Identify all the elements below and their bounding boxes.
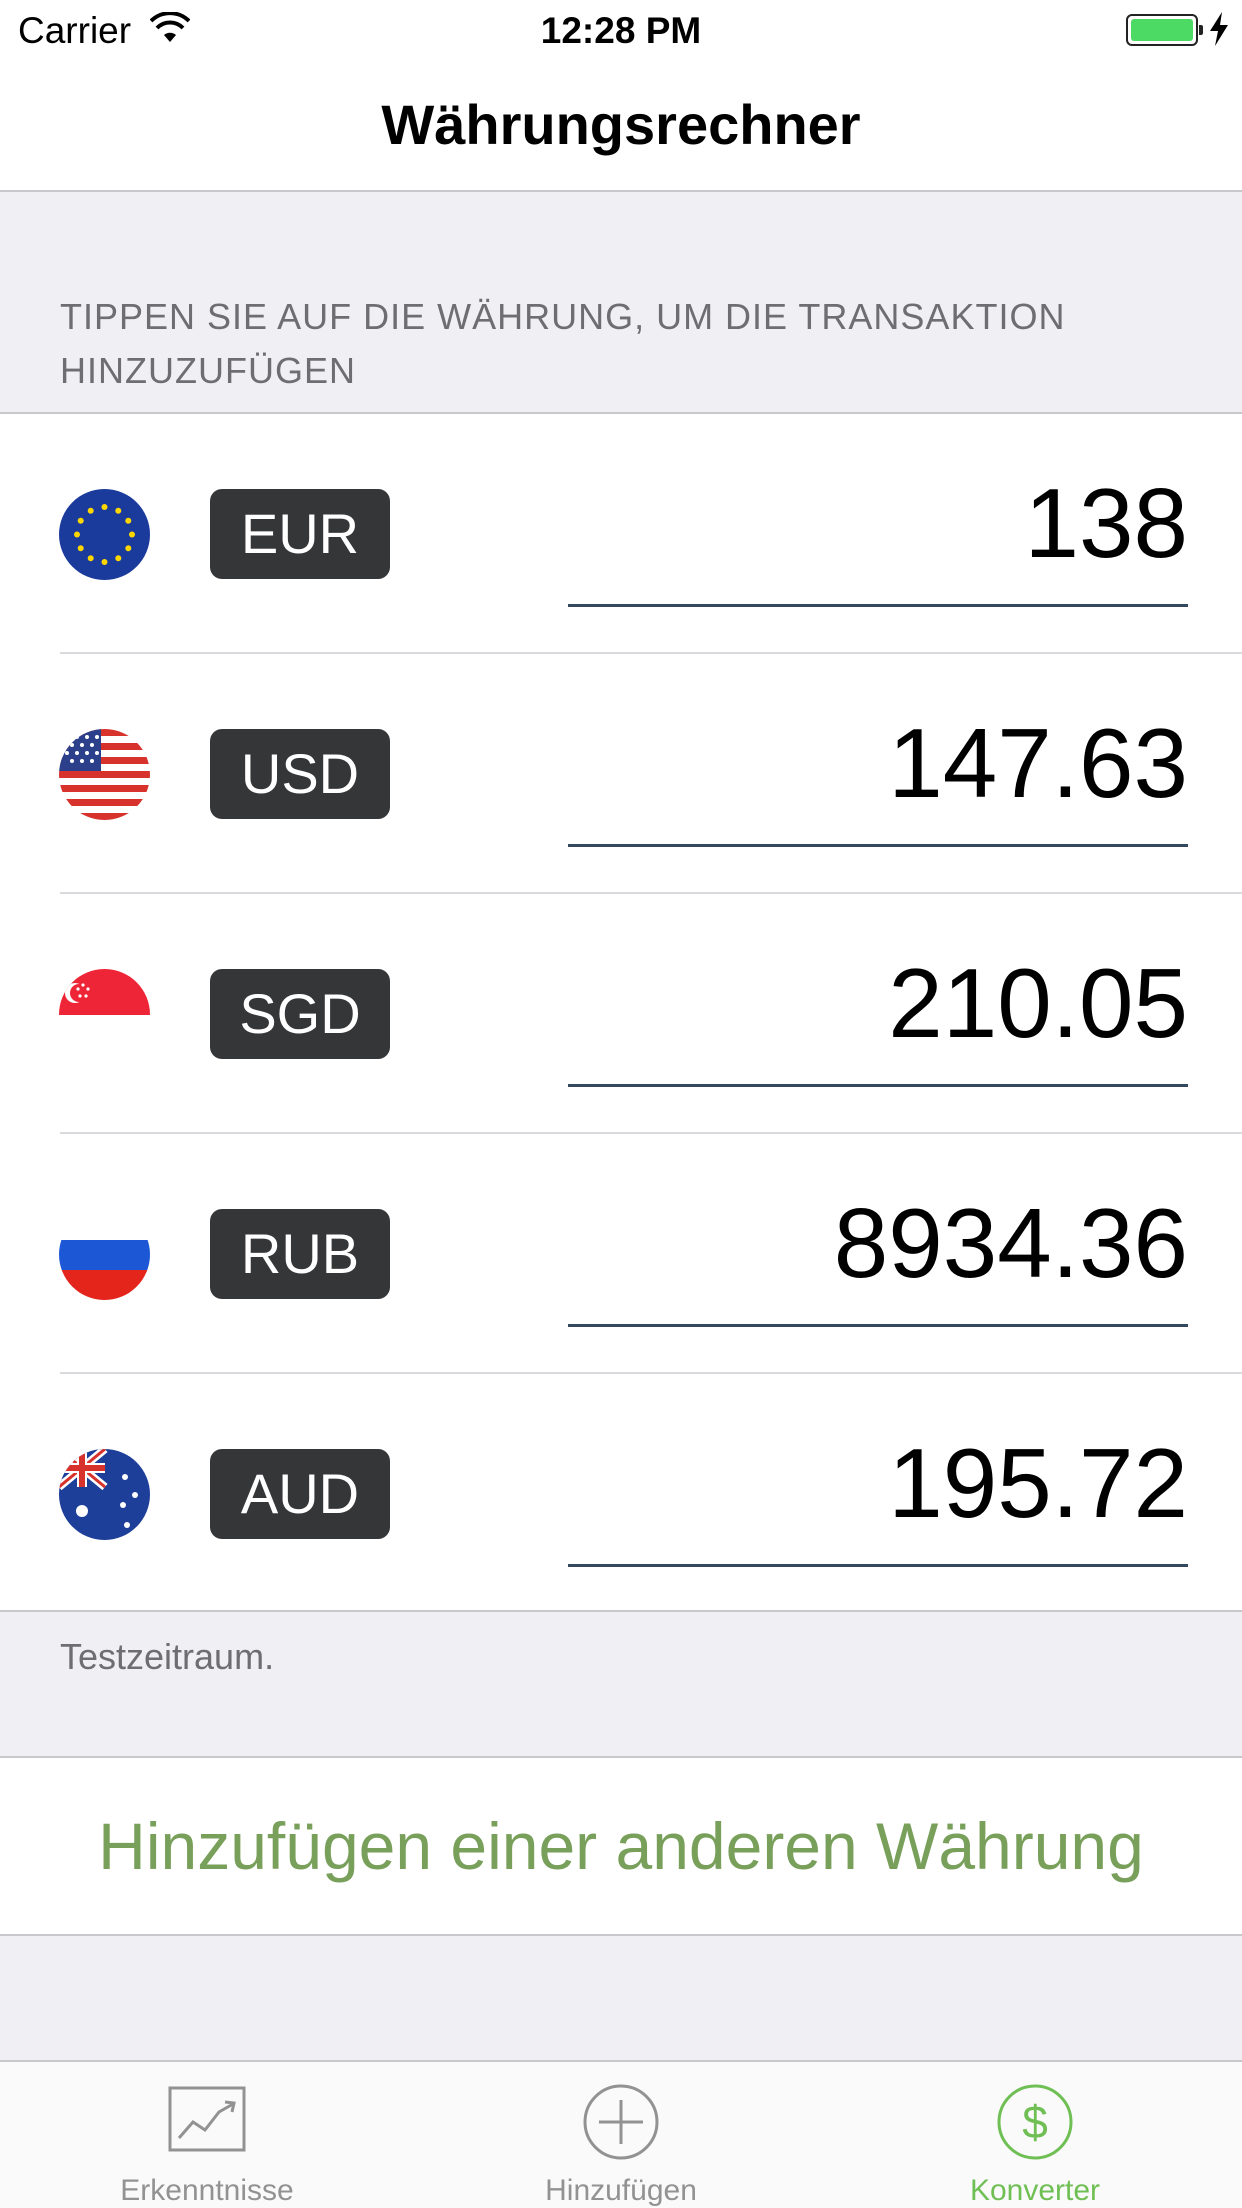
status-time: 12:28 PM — [540, 10, 702, 51]
tab-label: Erkenntnisse — [120, 2174, 294, 2207]
au-flag-icon — [59, 1449, 150, 1540]
tab-add[interactable]: Hinzufügen — [414, 2062, 828, 2208]
currency-code-badge[interactable]: RUB — [210, 1209, 390, 1299]
us-flag-icon — [59, 729, 150, 820]
amount-input[interactable]: 8934.36 — [833, 1188, 1188, 1298]
tab-label: Konverter — [969, 2174, 1101, 2207]
currency-list: EUR 138 — [0, 412, 1242, 1612]
amount-underline — [568, 604, 1188, 607]
row-separator — [60, 652, 1242, 654]
currency-row-sgd[interactable]: SGD 210.05 — [0, 894, 1242, 1134]
currency-code-badge[interactable]: USD — [210, 729, 390, 819]
add-currency-button[interactable]: Hinzufügen einer anderen Währung — [0, 1756, 1242, 1936]
wifi-icon — [150, 12, 190, 42]
status-bar: Carrier 12:28 PM — [0, 0, 1242, 60]
currency-row-aud[interactable]: AUD 195.72 — [0, 1374, 1242, 1614]
currency-code-badge[interactable]: SGD — [210, 969, 390, 1059]
tab-label: Hinzufügen — [545, 2174, 697, 2207]
amount-underline — [568, 1564, 1188, 1567]
carrier-label: Carrier — [18, 10, 132, 51]
row-separator — [60, 892, 1242, 894]
eu-flag-icon — [59, 489, 150, 580]
amount-input[interactable]: 195.72 — [888, 1428, 1188, 1538]
currency-code-badge[interactable]: AUD — [210, 1449, 390, 1539]
navigation-bar: Währungsrechner — [0, 60, 1242, 192]
row-separator — [60, 1132, 1242, 1134]
amount-input[interactable]: 147.63 — [888, 708, 1188, 818]
tab-converter[interactable]: $ Konverter — [828, 2062, 1242, 2208]
currency-code-badge[interactable]: EUR — [210, 489, 390, 579]
charging-icon — [1210, 12, 1228, 46]
currency-row-usd[interactable]: USD 147.63 — [0, 654, 1242, 894]
sg-flag-icon — [59, 969, 150, 1060]
battery-icon — [1126, 14, 1203, 46]
currency-row-eur[interactable]: EUR 138 — [0, 414, 1242, 654]
section-header: TIPPEN SIE AUF DIE WÄHRUNG, UM DIE TRANS… — [60, 296, 1066, 391]
amount-underline — [568, 1324, 1188, 1327]
amount-underline — [568, 1084, 1188, 1087]
tab-insights[interactable]: Erkenntnisse — [0, 2062, 414, 2208]
plus-circle-icon — [583, 2084, 659, 2160]
add-currency-label: Hinzufügen einer anderen Währung — [98, 1809, 1144, 1883]
svg-text:$: $ — [1022, 2096, 1048, 2148]
amount-input[interactable]: 210.05 — [888, 948, 1188, 1058]
amount-underline — [568, 844, 1188, 847]
row-separator — [60, 1372, 1242, 1374]
chart-icon — [168, 2086, 246, 2152]
trial-period-note: Testzeitraum. — [60, 1636, 275, 1677]
page-title: Währungsrechner — [381, 93, 861, 156]
dollar-circle-icon: $ — [997, 2084, 1073, 2160]
amount-input[interactable]: 138 — [1024, 468, 1188, 578]
tab-bar: Erkenntnisse Hinzufügen $ Konverter — [0, 2060, 1242, 2208]
ru-flag-icon — [59, 1209, 150, 1300]
currency-row-rub[interactable]: RUB 8934.36 — [0, 1134, 1242, 1374]
